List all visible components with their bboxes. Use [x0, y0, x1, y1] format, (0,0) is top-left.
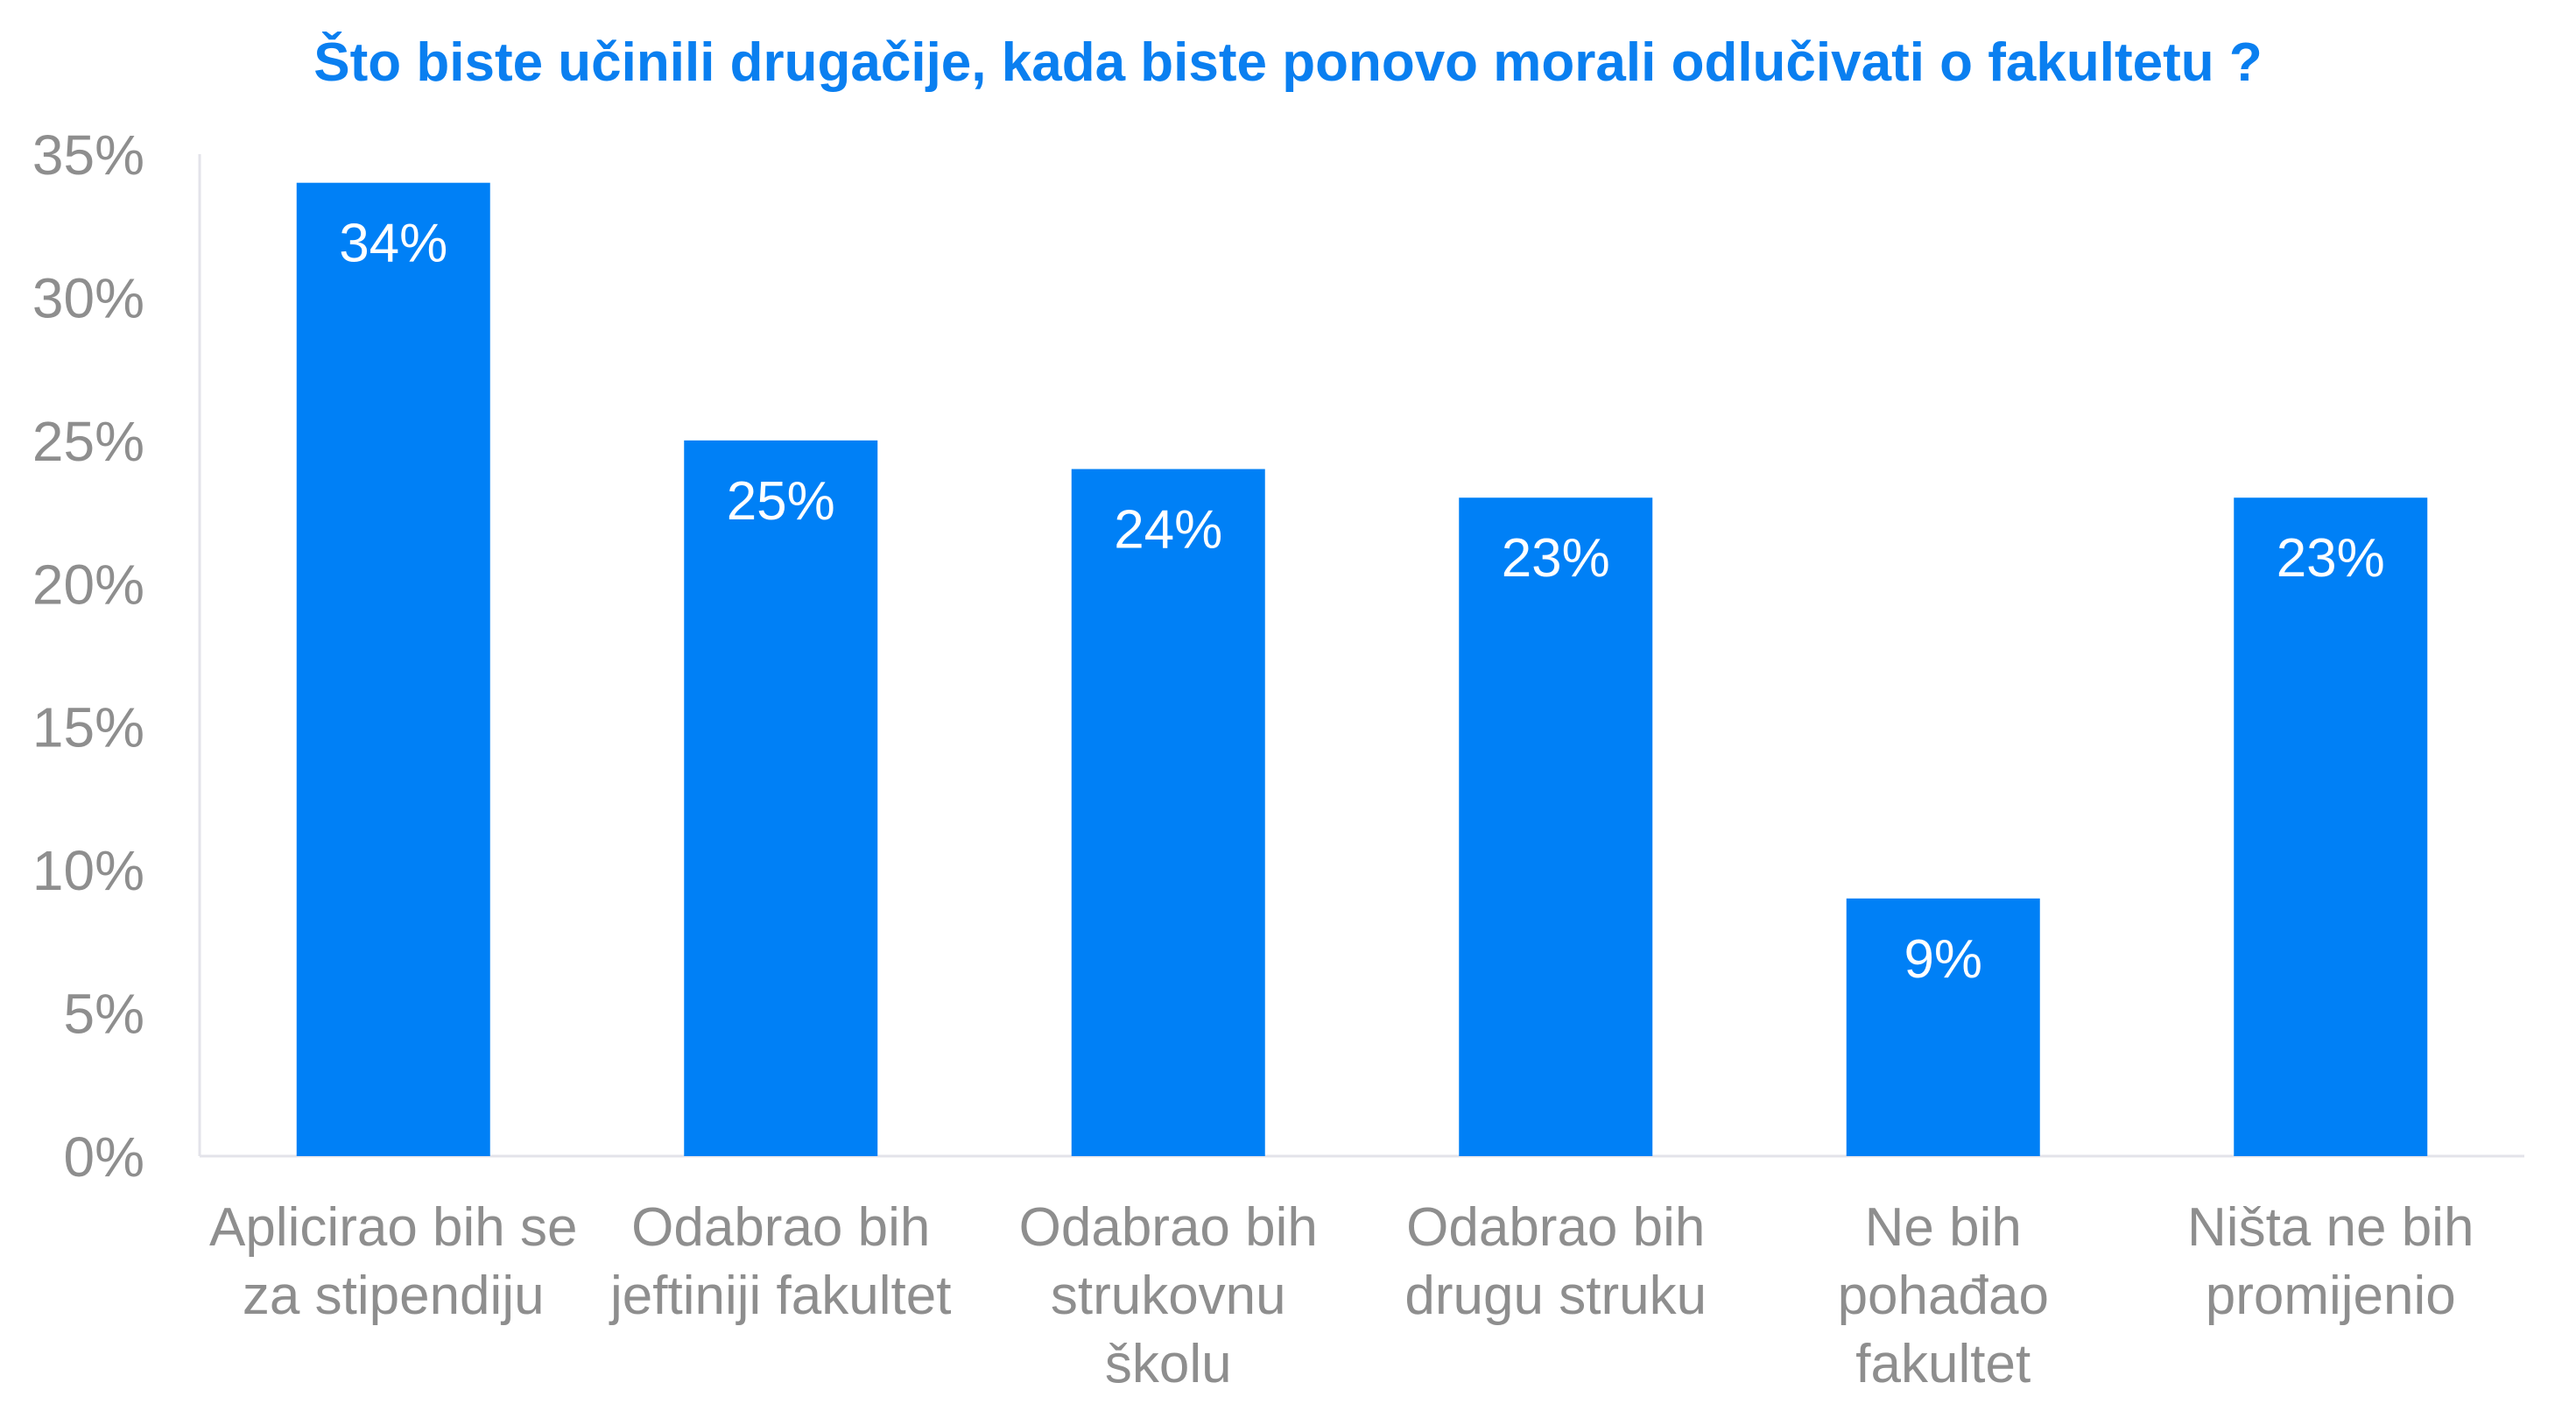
x-category-label: fakultet [1855, 1334, 2031, 1394]
y-tick-label: 5% [64, 983, 145, 1046]
chart-title: Što biste učinili drugačije, kada biste … [313, 32, 2263, 93]
x-category-label: Aplicirao bih se [209, 1197, 577, 1258]
x-category-label: pohađao [1838, 1266, 2049, 1326]
y-tick-label: 15% [32, 696, 144, 759]
x-category-label: Ništa ne bih [2187, 1197, 2474, 1258]
x-category-label: Odabrao bih [1019, 1197, 1318, 1258]
data-label: 25% [727, 471, 835, 532]
x-category-label: Odabrao bih [631, 1197, 930, 1258]
x-category-label: za stipendiju [243, 1266, 545, 1326]
bar [684, 440, 878, 1156]
data-label: 23% [1502, 528, 1610, 589]
data-label: 34% [339, 214, 447, 274]
x-category-label: drugu struku [1404, 1266, 1707, 1326]
y-tick-label: 20% [32, 553, 144, 616]
y-tick-label: 25% [32, 410, 144, 473]
x-category-label: jeftiniji fakultet [609, 1266, 951, 1326]
data-label: 23% [2277, 528, 2385, 589]
bar [2234, 497, 2428, 1156]
x-category-label: Odabrao bih [1406, 1197, 1705, 1258]
x-category-label: strukovnu [1051, 1266, 1286, 1326]
y-tick-label: 35% [32, 123, 144, 187]
bar [296, 182, 490, 1157]
y-tick-label: 0% [64, 1125, 145, 1189]
x-category-label: školu [1105, 1334, 1232, 1394]
bar [1071, 469, 1265, 1156]
y-tick-label: 10% [32, 839, 144, 902]
data-label: 24% [1114, 500, 1222, 561]
x-category-label: promijenio [2206, 1266, 2456, 1326]
data-label: 9% [1904, 929, 1982, 990]
y-tick-label: 30% [32, 266, 144, 329]
x-category-label: Ne bih [1865, 1197, 2022, 1258]
bar [1459, 497, 1653, 1156]
bar [1846, 898, 2040, 1156]
